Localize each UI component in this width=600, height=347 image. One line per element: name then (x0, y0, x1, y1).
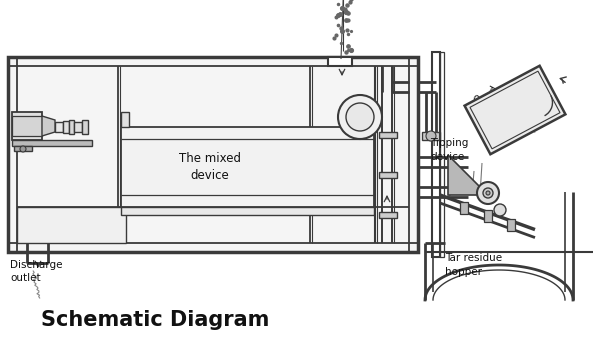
Circle shape (426, 131, 436, 141)
Bar (484, 210, 491, 222)
Bar (121, 207, 374, 215)
Circle shape (338, 95, 382, 139)
Bar (460, 202, 468, 214)
Polygon shape (448, 155, 488, 195)
Circle shape (483, 188, 493, 198)
Text: The mixed
device: The mixed device (179, 152, 241, 182)
Bar (432, 52, 440, 257)
Bar (14, 146, 32, 151)
Bar (12, 112, 42, 140)
Bar (121, 127, 374, 207)
FancyBboxPatch shape (464, 66, 565, 154)
Bar (17, 207, 126, 243)
Polygon shape (42, 116, 55, 136)
Text: Tar residue
conveyor tank: Tar residue conveyor tank (471, 81, 545, 135)
Text: Tipping
device: Tipping device (430, 138, 469, 162)
Bar (12, 116, 42, 136)
Bar (55, 122, 63, 132)
Circle shape (477, 182, 499, 204)
Bar (379, 172, 397, 178)
Bar (507, 219, 515, 231)
Bar (63, 121, 69, 133)
Circle shape (346, 103, 374, 131)
Circle shape (494, 204, 506, 216)
Text: Tar residue
hopper: Tar residue hopper (445, 253, 502, 277)
Bar (379, 212, 397, 218)
Text: Discharge
outlet: Discharge outlet (10, 260, 62, 283)
Circle shape (20, 146, 26, 152)
Bar (422, 132, 440, 140)
Bar (121, 112, 129, 127)
Bar (74, 122, 82, 132)
Bar (8, 57, 418, 252)
Circle shape (486, 191, 490, 195)
Bar (328, 57, 352, 66)
Text: Schematic Diagram: Schematic Diagram (41, 310, 269, 330)
Bar (69, 120, 74, 134)
Bar (12, 140, 92, 146)
Bar (440, 52, 444, 257)
Bar (379, 132, 397, 138)
Bar (82, 120, 88, 134)
